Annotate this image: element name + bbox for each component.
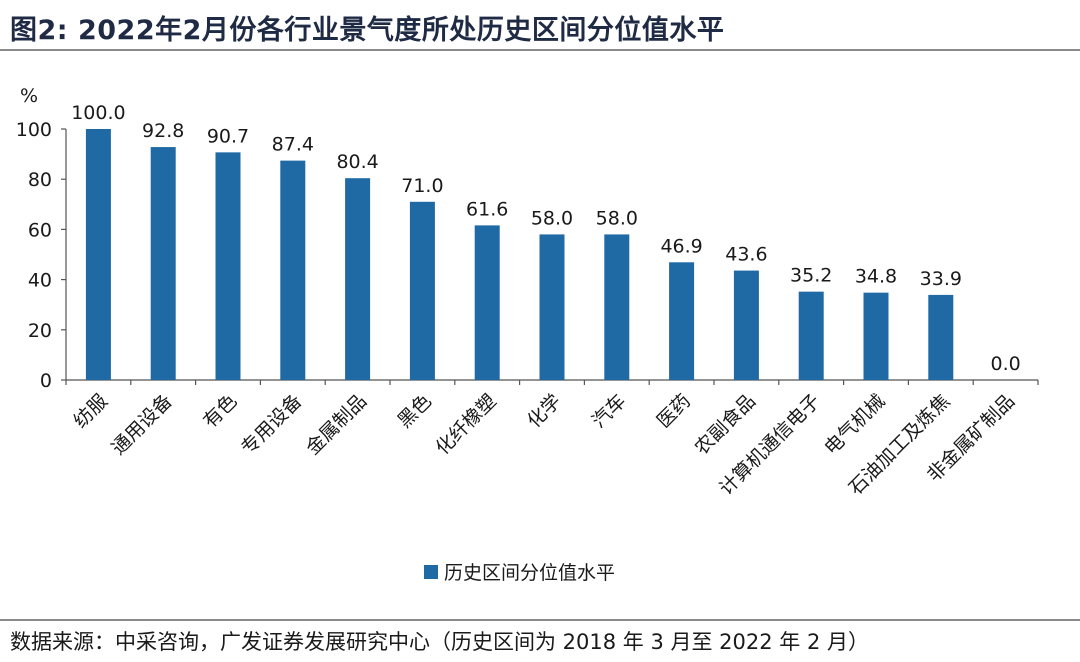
bar (474, 225, 500, 380)
data-label: 80.4 (336, 151, 378, 173)
bar (215, 152, 241, 380)
figure-title: 图2: 2022年2月份各行业景气度所处历史区间分位值水平 (10, 15, 725, 46)
bar (669, 262, 695, 380)
data-label: 58.0 (531, 207, 573, 229)
bar (85, 129, 111, 380)
bar (409, 201, 435, 380)
y-tick-label: 40 (28, 270, 52, 292)
source-divider (0, 619, 1080, 621)
category-label: 通用设备 (107, 390, 176, 459)
bar (604, 234, 630, 380)
y-tick-label: 100 (16, 119, 52, 141)
data-label: 71.0 (401, 175, 443, 197)
data-label: 90.7 (207, 125, 249, 147)
category-label: 黑色 (393, 390, 435, 432)
data-label: 33.9 (920, 268, 962, 290)
y-tick-label: 80 (28, 169, 52, 191)
data-label: 34.8 (855, 266, 897, 288)
bar (733, 270, 759, 380)
bar (150, 147, 176, 380)
bar (539, 234, 565, 380)
bar (280, 160, 306, 380)
category-label: 有色 (199, 390, 241, 432)
data-label: 35.2 (790, 265, 832, 287)
category-label: 化学 (523, 390, 565, 432)
data-label: 87.4 (272, 134, 314, 156)
y-tick-label: 60 (28, 219, 52, 241)
bar (345, 178, 371, 380)
data-label: 43.6 (725, 244, 767, 266)
category-label: 化纤橡塑 (431, 390, 500, 459)
legend-label: 历史区间分位值水平 (444, 562, 615, 584)
bar (863, 292, 889, 380)
data-label: 92.8 (142, 120, 184, 142)
source-note: 数据来源：中采咨询，广发证券发展研究中心（历史区间为 2018 年 3 月至 2… (10, 630, 870, 654)
category-label: 纺服 (69, 390, 111, 432)
chart-bars (85, 129, 954, 380)
category-label: 金属制品 (302, 390, 371, 459)
bar-chart: 0 20 40 60 80 100% 100.0 纺服 92.8 通用设备 90.7 有色 87.4 专… (16, 85, 1039, 584)
data-label: 46.9 (660, 235, 702, 257)
bar (798, 291, 824, 380)
y-unit-label: % (20, 85, 38, 107)
y-tick-label: 0 (40, 370, 52, 392)
data-label: 61.6 (466, 198, 508, 220)
category-label: 专用设备 (237, 390, 306, 459)
category-label: 汽车 (588, 390, 630, 432)
bar (928, 294, 954, 380)
data-label: 0.0 (990, 353, 1020, 375)
y-tick-label: 20 (28, 320, 52, 342)
category-label: 医药 (653, 390, 695, 432)
chart-legend: 历史区间分位值水平 (424, 562, 615, 584)
legend-swatch (424, 565, 438, 579)
data-label: 58.0 (596, 207, 638, 229)
title-divider (0, 49, 1080, 51)
data-label: 100.0 (71, 102, 125, 124)
